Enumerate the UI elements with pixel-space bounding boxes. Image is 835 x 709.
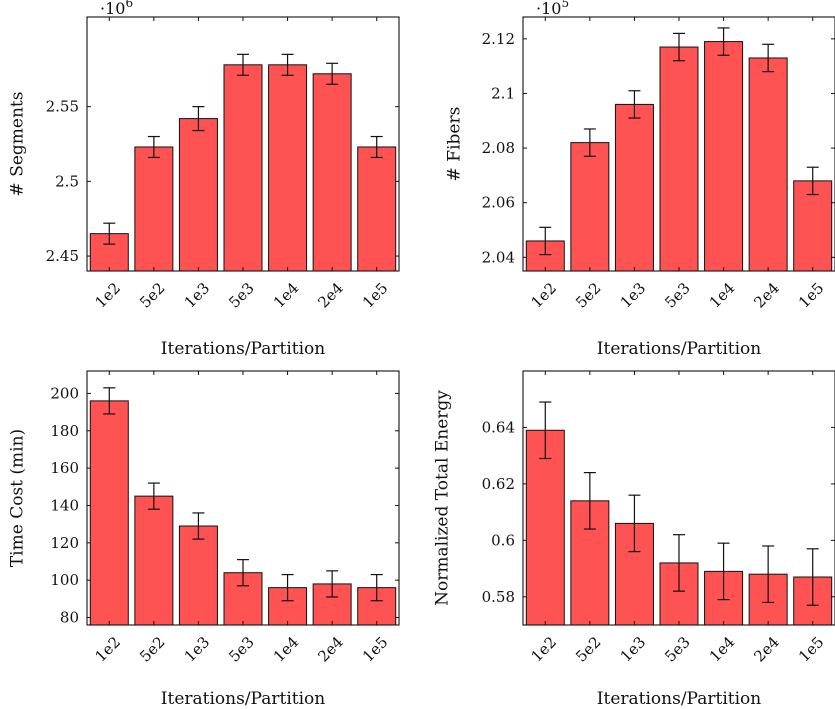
y-axis-label: Normalized Total Energy [433,390,453,606]
chart-panel-segments: 1e2 5e2 1e3 5e3 1e4 2e4 1e5 2.45 2.5 2.55 Iteratio… [8,0,400,359]
x-tick-label: 5e2 [136,279,169,312]
y-tick-label: 160 [50,459,79,477]
y-tick-label: 2.12 [482,30,515,48]
x-tick-label: 1e2 [92,633,125,666]
x-tick-label: 2e4 [314,633,347,666]
y-axis-label: # Segments [8,92,28,197]
x-tick-label: 1e4 [706,633,739,666]
x-tick-label: 1e4 [270,279,303,312]
x-axis-label: Iterations/Partition [161,339,325,359]
x-tick-label: 1e2 [92,279,125,312]
y-tick-label: 2.04 [482,248,515,266]
x-tick-label: 5e3 [225,633,258,666]
y-tick-label: 2.08 [482,139,515,157]
y-tick-label: 80 [60,609,79,627]
x-tick-label: 1e5 [359,279,392,312]
plot-frame [522,16,835,272]
x-tick-label: 1e4 [706,279,739,312]
chart-panel-time: 1e2 5e2 1e3 5e3 1e4 2e4 1e5 80 100 120 140 160 180 20… [8,370,400,709]
bar-1e4 [268,64,308,272]
plot-frame [86,370,400,626]
bar-1e3 [178,118,218,272]
x-tick-label: 2e4 [750,633,783,666]
x-tick-label: 1e5 [359,633,392,666]
y-axis-label: # Fibers [445,107,465,182]
chart-panel-energy: 1e2 5e2 1e3 5e3 1e4 2e4 1e5 0.58 0.6 0.62 0.64 Iter… [433,370,835,709]
bar-5e2 [570,142,610,272]
x-tick-label: 1e3 [181,633,214,666]
x-tick-label: 1e3 [617,633,650,666]
y-tick-label: 2.55 [46,98,79,116]
bar-1e2 [89,400,129,626]
bar-5e2 [134,146,174,272]
bar-1e3 [178,525,218,626]
bar-2e4 [312,73,352,272]
x-axis-label: Iterations/Partition [597,689,761,709]
y-tick-label: 200 [50,384,79,402]
x-tick-label: 5e2 [572,279,605,312]
y-tick-label: 0.6 [491,531,515,549]
bar-1e2 [525,429,565,626]
y-tick-label: 140 [50,496,79,514]
y-tick-label: 0.58 [482,588,515,606]
x-tick-label: 2e4 [750,279,783,312]
chart-panel-fibers: 1e2 5e2 1e3 5e3 1e4 2e4 1e5 2.04 2.06 2.08 2.1 2.12… [445,0,835,359]
y-tick-label: 2.06 [482,194,515,212]
x-tick-label: 1e5 [795,633,828,666]
axis-multiplier: ·106 [100,0,133,18]
bar-5e3 [659,46,699,272]
y-tick-label: 2.1 [491,84,515,102]
y-tick-label: 2.45 [46,247,79,265]
x-tick-label: 1e4 [270,633,303,666]
x-tick-label: 5e2 [572,633,605,666]
bar-5e3 [223,64,263,272]
y-tick-label: 2.5 [55,172,79,190]
bar-5e2 [134,495,174,626]
x-tick-label: 1e3 [617,279,650,312]
plot-frame [522,370,835,626]
bar-1e5 [793,180,833,272]
x-tick-label: 5e3 [661,279,694,312]
y-tick-label: 100 [50,571,79,589]
x-tick-label: 1e2 [528,279,561,312]
x-tick-label: 1e5 [795,279,828,312]
plot-frame [86,16,400,272]
x-axis-label: Iterations/Partition [597,339,761,359]
y-tick-label: 0.62 [482,475,515,493]
x-tick-label: 5e3 [661,633,694,666]
y-tick-label: 180 [50,422,79,440]
x-tick-label: 5e3 [225,279,258,312]
y-tick-label: 0.64 [482,418,515,436]
bar-1e5 [357,146,397,272]
axis-multiplier: ·105 [536,0,569,18]
x-tick-label: 2e4 [314,279,347,312]
y-axis-label: Time Cost (min) [8,429,28,567]
bar-1e4 [704,41,744,272]
x-tick-label: 5e2 [136,633,169,666]
bar-2e4 [748,57,788,272]
x-tick-label: 1e3 [181,279,214,312]
bar-1e3 [614,103,654,272]
y-tick-label: 120 [50,534,79,552]
x-tick-label: 1e2 [528,633,561,666]
x-axis-label: Iterations/Partition [161,689,325,709]
